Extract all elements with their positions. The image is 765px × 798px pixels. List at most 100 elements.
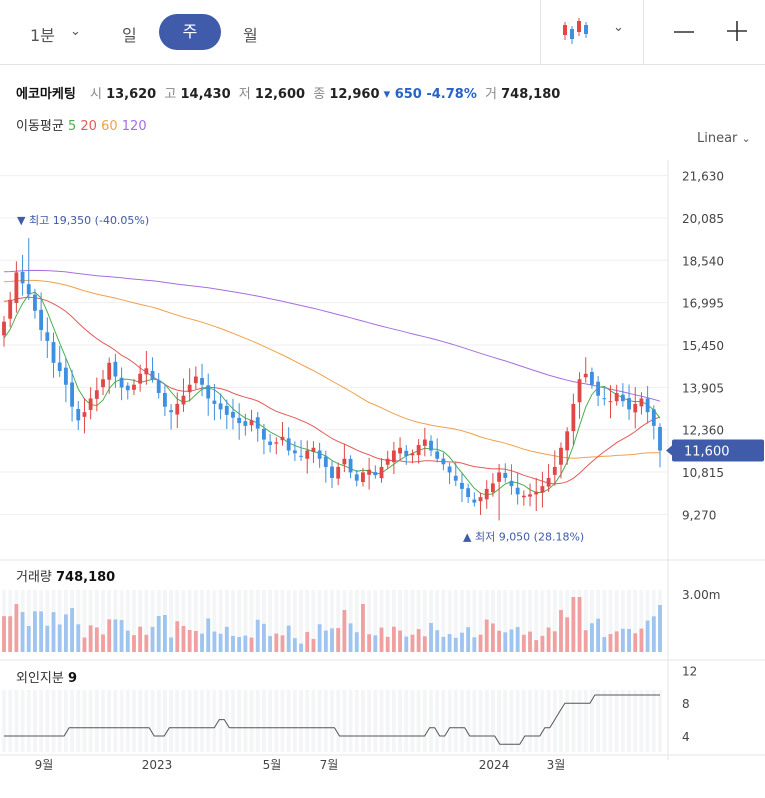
volume-bar [57,624,62,652]
ma-lines [3,269,661,496]
candle-body [76,408,81,421]
price-tick-label: 16,995 [682,297,724,311]
volume-bar [138,626,143,652]
candle-body [175,403,180,415]
candle-body [218,403,223,410]
volume-bar [447,634,452,652]
scale-select[interactable]: Linear ⌄ [697,131,751,146]
volume-stripe [292,590,297,652]
volume-stripe [497,590,502,652]
candle-body [212,400,217,404]
volume-stripe [187,590,192,652]
volume-bar [583,630,588,652]
volume-bar [571,597,576,652]
foreign-stripe [398,690,402,752]
foreign-stripe [2,690,6,752]
volume-stripe [181,590,186,652]
volume-bar [478,634,483,652]
candle-body [559,447,563,465]
tab-day[interactable]: 일 [122,26,137,45]
volume-stripe [404,590,409,652]
volume-bar [614,631,619,652]
candle-body [497,472,502,482]
volume-bar [200,633,204,652]
moving-average-legend[interactable]: 이동평균 5 20 60 120 [16,115,147,134]
candle-body [342,458,347,465]
divider [540,0,541,64]
candle-body [546,477,551,487]
change-value: ▾ 650 -4.78% [383,87,477,102]
volume-bar [565,617,570,652]
candle-body [237,417,242,424]
foreign-stripe [237,690,242,752]
annotations: ▼ 최고 19,350 (-40.05%) ▲ 최저 9,050 (28.18%) [17,214,584,543]
high-label: 고 [164,87,177,102]
volume-bar [20,612,25,652]
volume-bar [602,637,607,652]
volume-bar [429,622,433,652]
candle-body [280,436,285,441]
volume-stripe [125,590,130,652]
candle-body [571,403,576,432]
candle-body [602,398,607,400]
ma20-line [3,296,661,485]
foreign-stripe [249,690,254,752]
volume-stripe [503,590,508,652]
candle-body [286,438,291,451]
zoom-in-icon[interactable] [726,20,748,42]
foreign-stripe [45,690,50,752]
candle-body [150,370,155,380]
volume-stripe [268,590,273,652]
volume-stripe [608,590,613,652]
candle-body [460,482,464,489]
volume-bar [150,626,155,652]
volume-bar [441,636,446,652]
volume-stripe [460,590,464,652]
candle-body [20,271,25,284]
foreign-stripe [484,690,489,752]
foreign-stripe [651,690,656,752]
candle-body [658,426,662,451]
chart-type-chevron-icon[interactable]: ⌄ [613,20,624,35]
volume-bar [497,630,502,652]
candle-body [187,384,192,393]
candle-body [478,497,483,502]
volume-bar [627,628,631,652]
foreign-stripe [231,690,235,752]
volume-bar [348,623,353,652]
foreign-stripe [404,690,409,752]
volume-stripe [305,590,310,652]
foreign-stripe [323,690,328,752]
volume-stripe [515,590,520,652]
foreign-stripe [212,690,217,752]
volume-stripe [45,590,50,652]
volume-bar [206,618,211,652]
candle-body [2,321,6,336]
tab-month[interactable]: 월 [243,26,258,45]
volume-bar [336,628,341,652]
foreign-value: 9 [68,671,77,686]
close-value: 12,960 [329,87,380,102]
candle-body [385,458,390,465]
foreign-axis-label: 8 [682,697,690,711]
volume-stripe [429,590,433,652]
volume-bar [181,626,186,652]
current-price-label: 11,600 [684,445,730,460]
candle-body [490,483,495,493]
volume-stripe [391,590,396,652]
candlestick-icon[interactable] [561,18,591,44]
volume-stripe [466,590,471,652]
tab-week[interactable]: 주 [159,14,221,50]
foreign-stripe [503,690,508,752]
volume-bar [534,640,539,652]
price-tick-label: 21,630 [682,170,724,184]
zoom-out-icon[interactable] [673,22,695,42]
chevron-down-icon[interactable]: ⌄ [70,24,81,39]
volume-bar [212,631,217,652]
foreign-stripe [534,690,539,752]
candle-body [552,466,557,475]
foreign-stripe [70,690,74,752]
interval-select[interactable]: 1분 [30,26,55,45]
foreign-stripe [627,690,631,752]
candle-body [33,294,37,311]
